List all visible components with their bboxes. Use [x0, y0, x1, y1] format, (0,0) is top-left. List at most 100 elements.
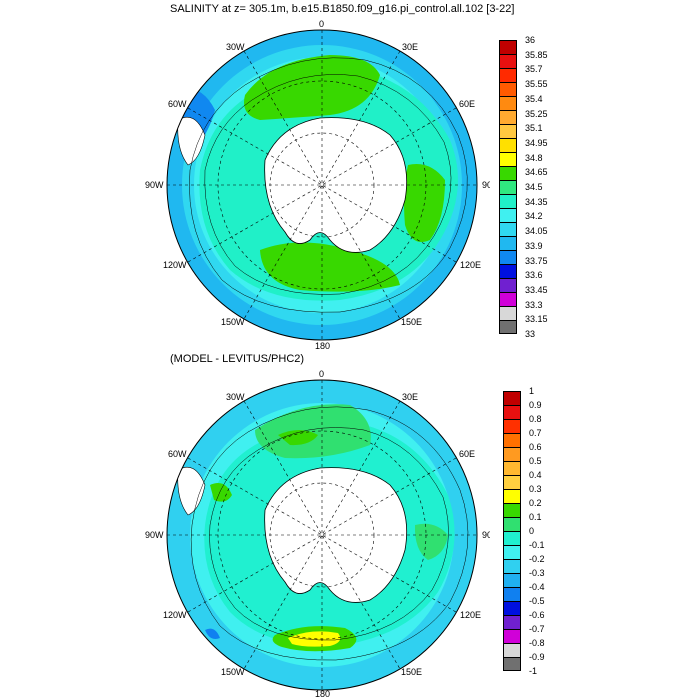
lon-label-90w: 90W	[145, 530, 164, 540]
colorbar-swatch	[503, 601, 521, 615]
colorbar-tick-label: 34.35	[525, 196, 548, 207]
colorbar-tick-label: 36	[525, 35, 536, 45]
colorbar-swatch	[499, 110, 517, 124]
lon-label-120e: 120E	[460, 610, 481, 620]
negative-anomaly-patch	[205, 628, 220, 639]
colorbar-swatch	[503, 531, 521, 545]
colorbar-tick-label: 35.85	[525, 49, 548, 60]
lon-label-180: 180	[315, 341, 330, 350]
colorbar-swatch	[499, 152, 517, 166]
indian-positive-anomaly	[414, 523, 448, 560]
pacific-peak-anomaly	[288, 631, 341, 647]
lon-label-60w: 60W	[168, 99, 187, 109]
pacific-high-salinity-patch	[260, 242, 400, 292]
colorbar-tick-label: 0.9	[529, 400, 542, 410]
lon-label-90e: 90E	[482, 530, 490, 540]
salinity-contours	[189, 57, 468, 313]
colorbar-tick-label: 0.3	[529, 484, 542, 494]
colorbar-swatch	[503, 545, 521, 559]
colorbar-tick-label: 33.6	[525, 270, 543, 281]
colorbar-swatch	[499, 138, 517, 152]
colorbar-tick-label: 0.5	[529, 456, 542, 466]
colorbar-swatch	[503, 475, 521, 489]
south-america-tip	[177, 466, 206, 516]
colorbar-tick-label: 0.2	[529, 498, 542, 508]
lon-label-0: 0	[319, 19, 324, 29]
colorbar-frame	[503, 391, 521, 671]
colorbar-tick-label: 33.75	[525, 255, 548, 266]
colorbar-tick-label: 33.15	[525, 314, 548, 325]
colorbar-tick-label: -1	[529, 666, 538, 676]
colorbar-tick-label: 35.7	[525, 64, 543, 75]
colorbar-tick-label: 0.1	[529, 512, 542, 522]
colorbar-tick-label: 34.5	[525, 182, 543, 192]
colorbar-swatch	[499, 306, 517, 320]
colorbar-swatch	[499, 292, 517, 306]
colorbar-swatch	[503, 405, 521, 419]
colorbar-tick-label: 0.6	[529, 442, 542, 452]
atlantic-peak-anomaly	[278, 430, 318, 446]
colorbar-swatch	[503, 419, 521, 433]
lon-label-150e: 150E	[401, 317, 422, 327]
colorbar-tick-label: 34.05	[525, 226, 548, 237]
colorbar-tick-label: -0.1	[529, 540, 545, 550]
lon-label-90e: 90E	[482, 180, 490, 190]
colorbar-tick-label: 0.7	[529, 428, 542, 438]
lon-label-150w: 150W	[221, 317, 245, 327]
salinity-colorbar: 36 35.85 35.7 35.55 35.4 35.25 35.1 34.95 34.8 34…	[499, 35, 569, 339]
graticule	[167, 380, 477, 690]
difference-polar-map: 0 30E 60E 90E 120E 150E 180 150W 120W 90…	[145, 369, 490, 699]
colorbar-tick-label: 34.65	[525, 167, 548, 178]
colorbar-frame	[499, 40, 517, 334]
colorbar-swatch	[499, 180, 517, 194]
lon-label-180: 180	[315, 689, 330, 699]
colorbar-tick-label: -0.3	[529, 568, 545, 578]
colorbar-swatch	[503, 559, 521, 573]
colorbar-swatch	[503, 657, 521, 671]
drake-positive-anomaly	[210, 482, 232, 502]
colorbar-swatch	[503, 517, 521, 531]
lon-label-150w: 150W	[221, 667, 245, 677]
map-boundary	[166, 29, 478, 341]
colorbar-swatch	[503, 433, 521, 447]
salinity-polar-map: 0 30E 60E 90E 120E 150E 180 150W 120W 90…	[145, 19, 490, 350]
colorbar-tick-label: 35.1	[525, 123, 543, 134]
colorbar-tick-label: 33.9	[525, 240, 543, 251]
colorbar-tick-label: 1	[529, 386, 535, 396]
colorbar-tick-label: 35.4	[525, 93, 543, 104]
difference-colorbar: 1 0.9 0.8 0.7 0.6 0.5 0.4 0.3 0.2 0.1 0 -0.1 -0.2 -0.…	[503, 386, 573, 677]
colorbar-tick-label: 33.3	[525, 299, 543, 310]
difference-contours	[190, 406, 469, 661]
colorbar-tick-label: -0.9	[529, 652, 545, 662]
lon-label-30e: 30E	[402, 42, 418, 52]
colorbar-tick-label: -0.2	[529, 554, 545, 564]
lon-label-120w: 120W	[163, 260, 187, 270]
colorbar-swatch	[499, 54, 517, 68]
lon-label-30e: 30E	[402, 392, 418, 402]
lon-label-30w: 30W	[226, 42, 245, 52]
south-america-tip	[177, 116, 206, 166]
lon-label-120e: 120E	[460, 260, 481, 270]
colorbar-swatch	[503, 615, 521, 629]
colorbar-swatch	[503, 573, 521, 587]
colorbar-swatch	[503, 643, 521, 657]
lon-label-0: 0	[319, 369, 324, 379]
colorbar-tick-label: 0.4	[529, 470, 542, 480]
lon-label-150e: 150E	[401, 667, 422, 677]
colorbar-tick-label: -0.5	[529, 596, 545, 606]
colorbar-tick-label: 35.55	[525, 79, 548, 90]
colorbar-tick-label: 35.25	[525, 108, 548, 119]
map-boundary	[166, 379, 478, 691]
colorbar-swatch	[503, 629, 521, 643]
colorbar-tick-label: -0.4	[529, 582, 545, 592]
colorbar-swatch	[503, 461, 521, 475]
colorbar-swatch	[499, 278, 517, 292]
colorbar-tick-label: -0.7	[529, 624, 545, 634]
colorbar-swatch	[499, 236, 517, 250]
colorbar-swatch	[499, 96, 517, 110]
colorbar-tick-label: 0	[529, 526, 535, 536]
colorbar-swatch	[499, 208, 517, 222]
colorbar-tick-label: 33	[525, 329, 536, 339]
colorbar-swatch	[503, 503, 521, 517]
colorbar-swatch	[499, 320, 517, 334]
